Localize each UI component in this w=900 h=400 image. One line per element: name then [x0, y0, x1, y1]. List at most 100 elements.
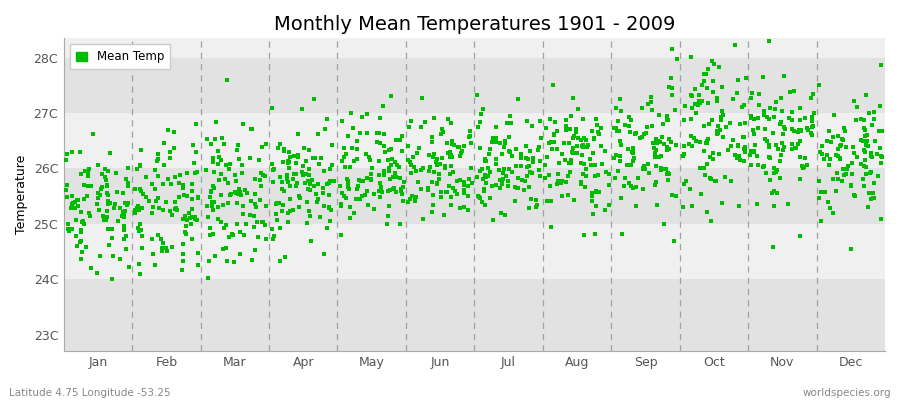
Point	[793, 233, 807, 240]
Point	[757, 111, 771, 118]
Point	[859, 171, 873, 177]
Point	[117, 227, 131, 233]
Point	[767, 113, 781, 120]
Point	[685, 93, 699, 99]
Point	[566, 197, 580, 203]
Point	[311, 161, 326, 167]
Point	[277, 187, 292, 194]
Point	[844, 171, 859, 178]
Point	[339, 151, 354, 158]
Point	[385, 174, 400, 180]
Point	[233, 229, 248, 235]
Point	[700, 85, 715, 91]
Point	[584, 162, 598, 168]
Point	[100, 190, 114, 196]
Point	[435, 154, 449, 161]
Point	[136, 191, 150, 197]
Point	[382, 203, 396, 210]
Point	[613, 152, 627, 159]
Point	[212, 176, 226, 183]
Point	[626, 185, 640, 192]
Point	[796, 164, 810, 171]
Point	[248, 247, 263, 254]
Point	[101, 198, 115, 204]
Point	[130, 202, 145, 209]
Point	[806, 110, 821, 116]
Point	[767, 170, 781, 177]
Point	[176, 185, 190, 192]
Point	[493, 185, 508, 191]
Point	[128, 210, 142, 217]
Point	[145, 235, 159, 242]
Point	[728, 42, 742, 48]
Point	[214, 157, 229, 164]
Point	[450, 190, 464, 197]
Point	[218, 176, 232, 182]
Point	[833, 142, 848, 148]
Point	[590, 202, 604, 209]
Point	[714, 117, 728, 124]
Point	[569, 128, 583, 135]
Point	[479, 174, 493, 180]
Point	[735, 104, 750, 110]
Point	[697, 148, 711, 154]
Point	[189, 217, 203, 224]
Point	[775, 108, 789, 114]
Point	[777, 124, 791, 131]
Point	[292, 204, 306, 210]
Point	[395, 191, 410, 197]
Point	[680, 178, 694, 184]
Point	[167, 174, 182, 180]
Point	[692, 92, 706, 98]
Point	[719, 124, 733, 130]
Point	[238, 220, 253, 227]
Point	[464, 140, 478, 146]
Point	[706, 88, 720, 95]
Point	[148, 166, 162, 173]
Point	[409, 167, 423, 174]
Point	[579, 137, 593, 144]
Point	[874, 160, 888, 167]
Point	[254, 183, 268, 190]
Point	[642, 160, 656, 167]
Point	[653, 153, 668, 160]
Point	[498, 138, 512, 144]
Point	[179, 231, 194, 237]
Point	[274, 186, 289, 192]
Point	[861, 204, 876, 210]
Point	[110, 189, 124, 196]
Point	[777, 146, 791, 153]
Point	[205, 155, 220, 162]
Point	[737, 146, 751, 152]
Point	[346, 124, 361, 131]
Point	[152, 205, 166, 212]
Point	[145, 181, 159, 188]
Point	[390, 162, 404, 169]
Point	[386, 186, 400, 192]
Point	[414, 167, 428, 174]
Point	[273, 258, 287, 264]
Point	[797, 155, 812, 161]
Point	[370, 139, 384, 145]
Point	[543, 183, 557, 190]
Point	[349, 195, 364, 202]
Point	[756, 164, 770, 170]
Point	[313, 214, 328, 220]
Point	[584, 198, 598, 204]
Point	[857, 125, 871, 132]
Point	[156, 207, 170, 214]
Point	[660, 113, 674, 120]
Point	[236, 121, 250, 127]
Point	[589, 173, 603, 179]
Point	[697, 71, 711, 77]
Point	[334, 232, 348, 238]
Point	[859, 92, 873, 99]
Point	[346, 158, 361, 164]
Point	[699, 140, 714, 146]
Point	[501, 134, 516, 140]
Point	[436, 128, 450, 135]
Point	[290, 180, 304, 186]
Point	[555, 193, 570, 199]
Point	[489, 156, 503, 162]
Point	[323, 218, 338, 225]
